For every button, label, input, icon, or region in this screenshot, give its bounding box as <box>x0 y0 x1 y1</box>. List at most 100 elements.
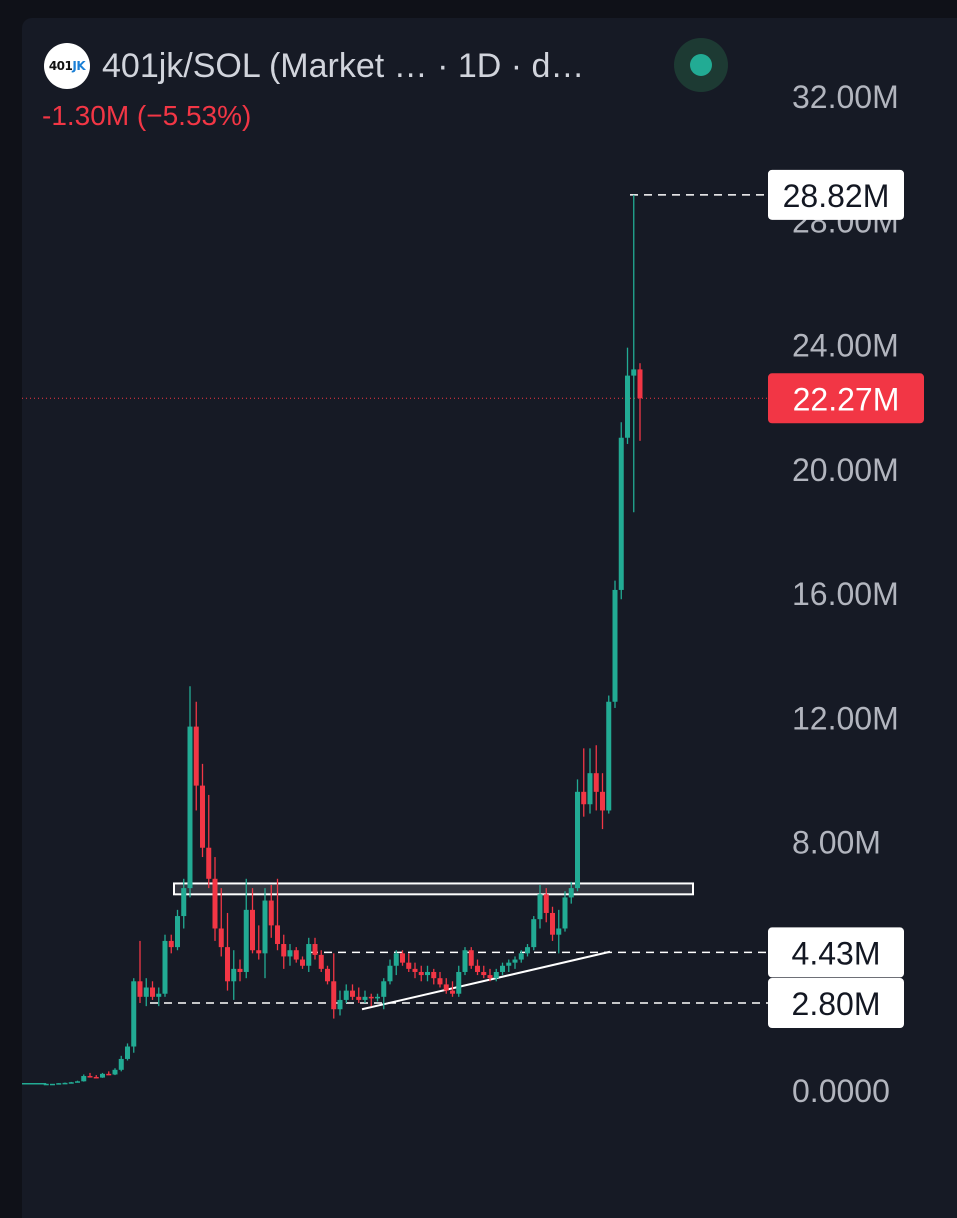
price-marker-tag <box>768 978 904 1029</box>
candle-body <box>268 900 274 926</box>
price-marker-tag <box>768 169 904 220</box>
candle-body <box>443 984 449 991</box>
token-logo: 401 JK <box>44 43 90 89</box>
candle-body <box>637 369 643 399</box>
candle-body <box>206 847 212 879</box>
candle-body <box>518 953 524 960</box>
candle-body <box>181 888 187 917</box>
candle-body <box>606 701 612 811</box>
candle-body <box>425 971 430 976</box>
candle-body <box>393 953 399 966</box>
candles <box>22 194 643 1086</box>
candle-body <box>306 944 312 966</box>
candle-body <box>625 375 630 438</box>
y-tick-label: 20.00M <box>792 452 899 488</box>
candle-body <box>43 1083 49 1086</box>
candle-body <box>300 959 305 966</box>
candle-body <box>437 978 443 985</box>
candle-body <box>168 940 174 948</box>
current-price-label: 22.27M <box>793 381 900 417</box>
candle-body <box>581 791 587 805</box>
candle-body <box>431 971 437 979</box>
resistance-zone <box>173 882 694 896</box>
candle-body <box>500 965 505 972</box>
candle-body <box>462 950 468 972</box>
price-markers: 28.82M 4.43M 2.80M 22.27M <box>768 169 924 1029</box>
candle-body <box>368 996 374 999</box>
candle-body <box>587 773 593 805</box>
candle-body <box>231 968 237 982</box>
candle-body <box>593 773 599 792</box>
candle-body <box>356 996 362 1000</box>
candle-body <box>162 940 168 994</box>
symbol-title[interactable]: 401jk/SOL (Market … · 1D · d… <box>102 46 585 85</box>
candle-body <box>362 996 368 1000</box>
candle-body <box>131 981 137 1047</box>
candle-body <box>193 726 199 786</box>
candle-body <box>150 987 155 997</box>
candle-body <box>287 950 293 957</box>
candle-body <box>143 987 149 997</box>
candle-body <box>525 947 530 954</box>
candle-body <box>200 785 205 848</box>
annotations <box>22 194 770 1011</box>
candle-body <box>400 953 405 963</box>
support-trendline <box>361 950 611 1011</box>
candle-body <box>62 1082 68 1085</box>
candle-body <box>325 968 330 982</box>
candle-body <box>418 971 424 976</box>
candle-body <box>87 1076 93 1078</box>
candle-body <box>187 726 193 889</box>
candle-body <box>550 912 555 935</box>
candle-body <box>406 962 412 969</box>
candle-body <box>631 369 637 376</box>
candle-body <box>112 1069 118 1075</box>
candle-body <box>556 928 562 935</box>
candle-body <box>375 996 380 999</box>
candle-body <box>468 950 474 966</box>
candle-body <box>456 971 462 994</box>
price-marker-tag <box>768 927 904 978</box>
candle-body <box>537 894 543 920</box>
y-tick-label: 0.0000 <box>792 1073 890 1109</box>
candle-body <box>350 990 355 997</box>
candle-body <box>487 975 493 979</box>
candle-body <box>568 888 574 898</box>
price-marker-label: 4.43M <box>792 935 881 971</box>
candle-body <box>543 894 549 913</box>
y-tick-label: 16.00M <box>792 576 899 612</box>
market-status-indicator[interactable] <box>674 38 728 92</box>
price-marker-label: 28.82M <box>783 178 890 214</box>
price-marker-label: 2.80M <box>792 986 881 1022</box>
candle-body <box>531 919 537 948</box>
candle-body <box>575 791 580 889</box>
candle-body <box>106 1073 112 1076</box>
candle-body <box>212 878 218 929</box>
candle-body <box>175 916 180 948</box>
candle-body <box>381 981 387 997</box>
candle-body <box>493 971 499 979</box>
candle-body <box>512 959 518 963</box>
candle-body <box>412 968 418 972</box>
candle-body <box>81 1076 87 1082</box>
candle-body <box>56 1083 62 1085</box>
candle-body <box>343 990 349 1000</box>
y-tick-label: 24.00M <box>792 328 899 364</box>
candle-body <box>156 993 162 997</box>
candle-body <box>612 589 618 702</box>
candle-body <box>225 947 230 982</box>
candle-body <box>250 909 255 951</box>
y-axis: 32.00M28.00M24.00M20.00M16.00M12.00M8.00… <box>792 79 899 1109</box>
candle-body <box>275 925 280 945</box>
candle-body <box>237 968 243 972</box>
y-tick-label: 32.00M <box>792 79 899 115</box>
status-dot-icon <box>690 54 712 76</box>
current-price-tag <box>768 373 924 424</box>
candle-body <box>93 1076 99 1079</box>
candle-body <box>68 1082 74 1084</box>
candle-body <box>475 965 480 972</box>
candle-body <box>318 954 324 969</box>
candle-body <box>506 962 512 966</box>
candle-body <box>312 944 318 955</box>
